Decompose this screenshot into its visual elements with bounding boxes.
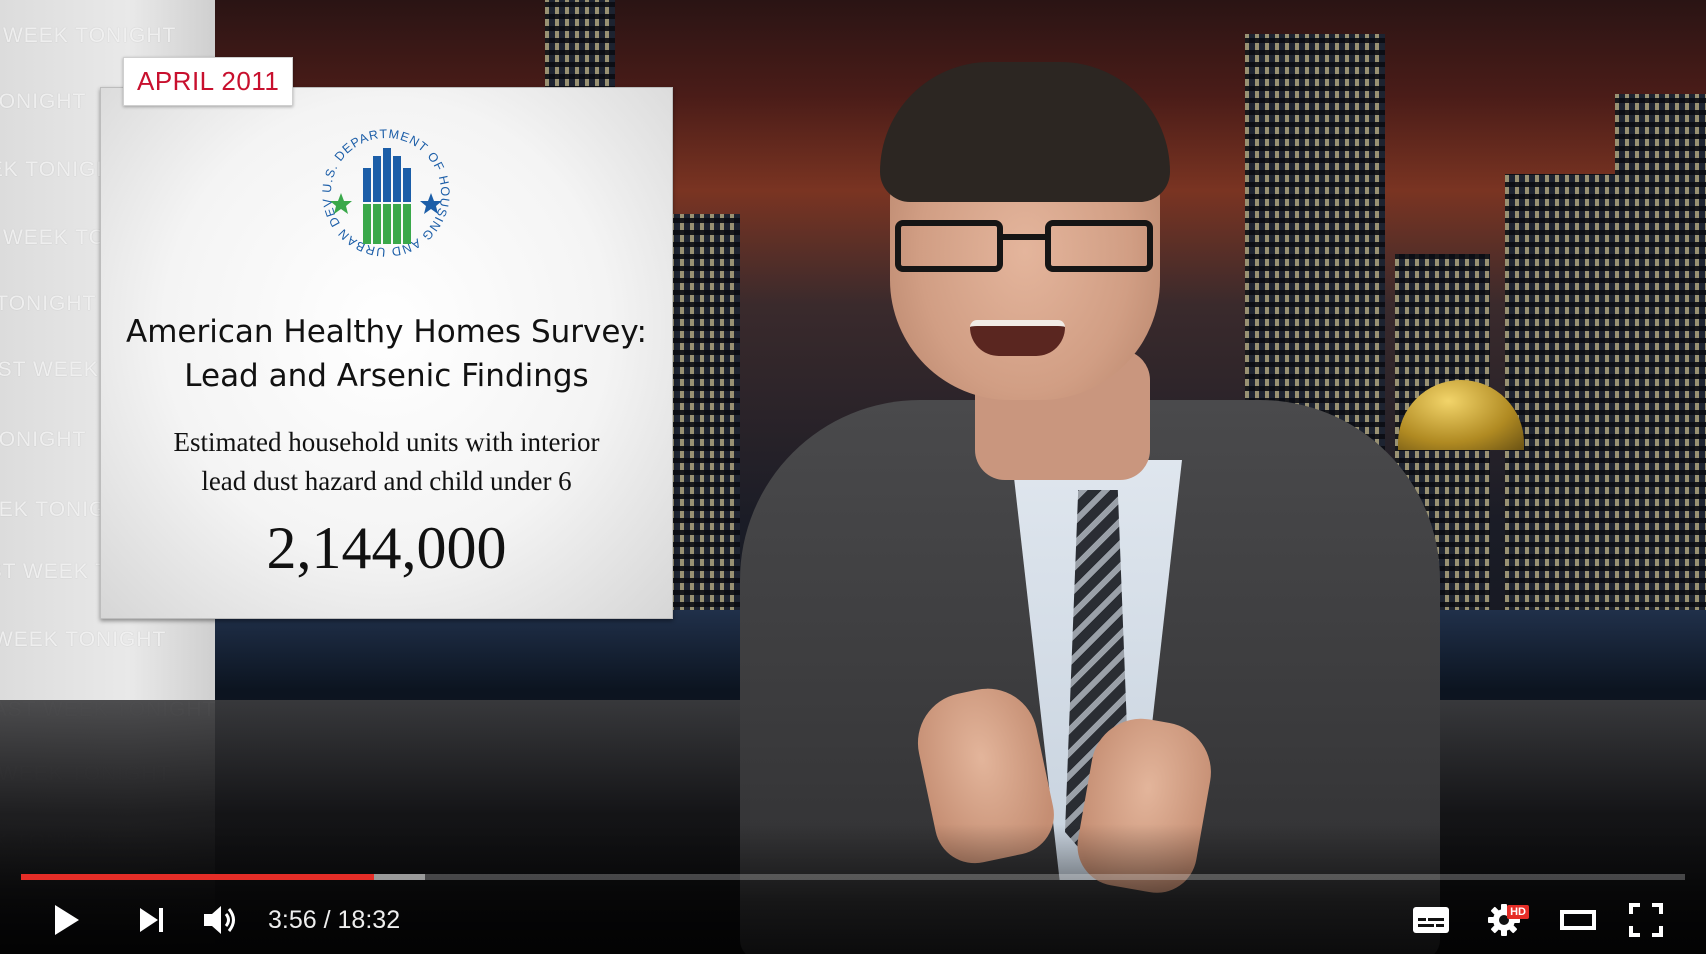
host-figure (740, 62, 1440, 954)
subtitles-icon (1412, 905, 1450, 935)
time-display: 3:56 / 18:32 (268, 900, 400, 940)
wall-watermark-text: LAST WEEK TONIGHT (0, 292, 97, 315)
theater-mode-button[interactable] (1555, 893, 1601, 947)
theater-mode-icon (1560, 908, 1596, 932)
next-icon (137, 905, 167, 935)
wall-watermark-text: LAST WEEK TONIGHT (0, 428, 87, 451)
wall-watermark-text: LAST WEEK TONIGHT (0, 628, 167, 651)
subtitles-button[interactable] (1408, 893, 1454, 947)
hd-badge: HD (1507, 905, 1529, 919)
news-graphic-card: U.S. DEPARTMENT OF HOUSING AND URBAN DEV… (100, 87, 673, 619)
duration: 18:32 (337, 906, 401, 934)
report-title: American Healthy Homes Survey: Lead and … (126, 314, 647, 394)
volume-icon (202, 903, 240, 937)
wall-watermark-text: LAST WEEK TONIGHT (0, 90, 87, 113)
next-button[interactable] (130, 893, 174, 947)
current-time: 3:56 (268, 906, 317, 934)
report-subtitle: Estimated household units with interior … (173, 427, 600, 496)
time-separator: / (323, 906, 331, 934)
progress-bar[interactable] (21, 874, 1685, 880)
date-badge: APRIL 2011 (123, 57, 294, 106)
fullscreen-icon (1629, 903, 1663, 937)
progress-played (21, 874, 375, 880)
play-icon (51, 903, 81, 937)
play-button[interactable] (44, 893, 88, 947)
wall-watermark-text: LAST WEEK TONIGHT (0, 158, 127, 181)
fullscreen-button[interactable] (1623, 893, 1669, 947)
wall-watermark-text: LAST WEEK TONIGHT (0, 24, 177, 47)
gear-icon: HD (1485, 901, 1529, 939)
mute-button[interactable] (198, 893, 244, 947)
hud-seal-logo: U.S. DEPARTMENT OF HOUSING AND URBAN DEV… (295, 97, 471, 278)
report-figure: 2,144,000 (266, 515, 507, 581)
settings-button[interactable]: HD (1478, 893, 1530, 947)
